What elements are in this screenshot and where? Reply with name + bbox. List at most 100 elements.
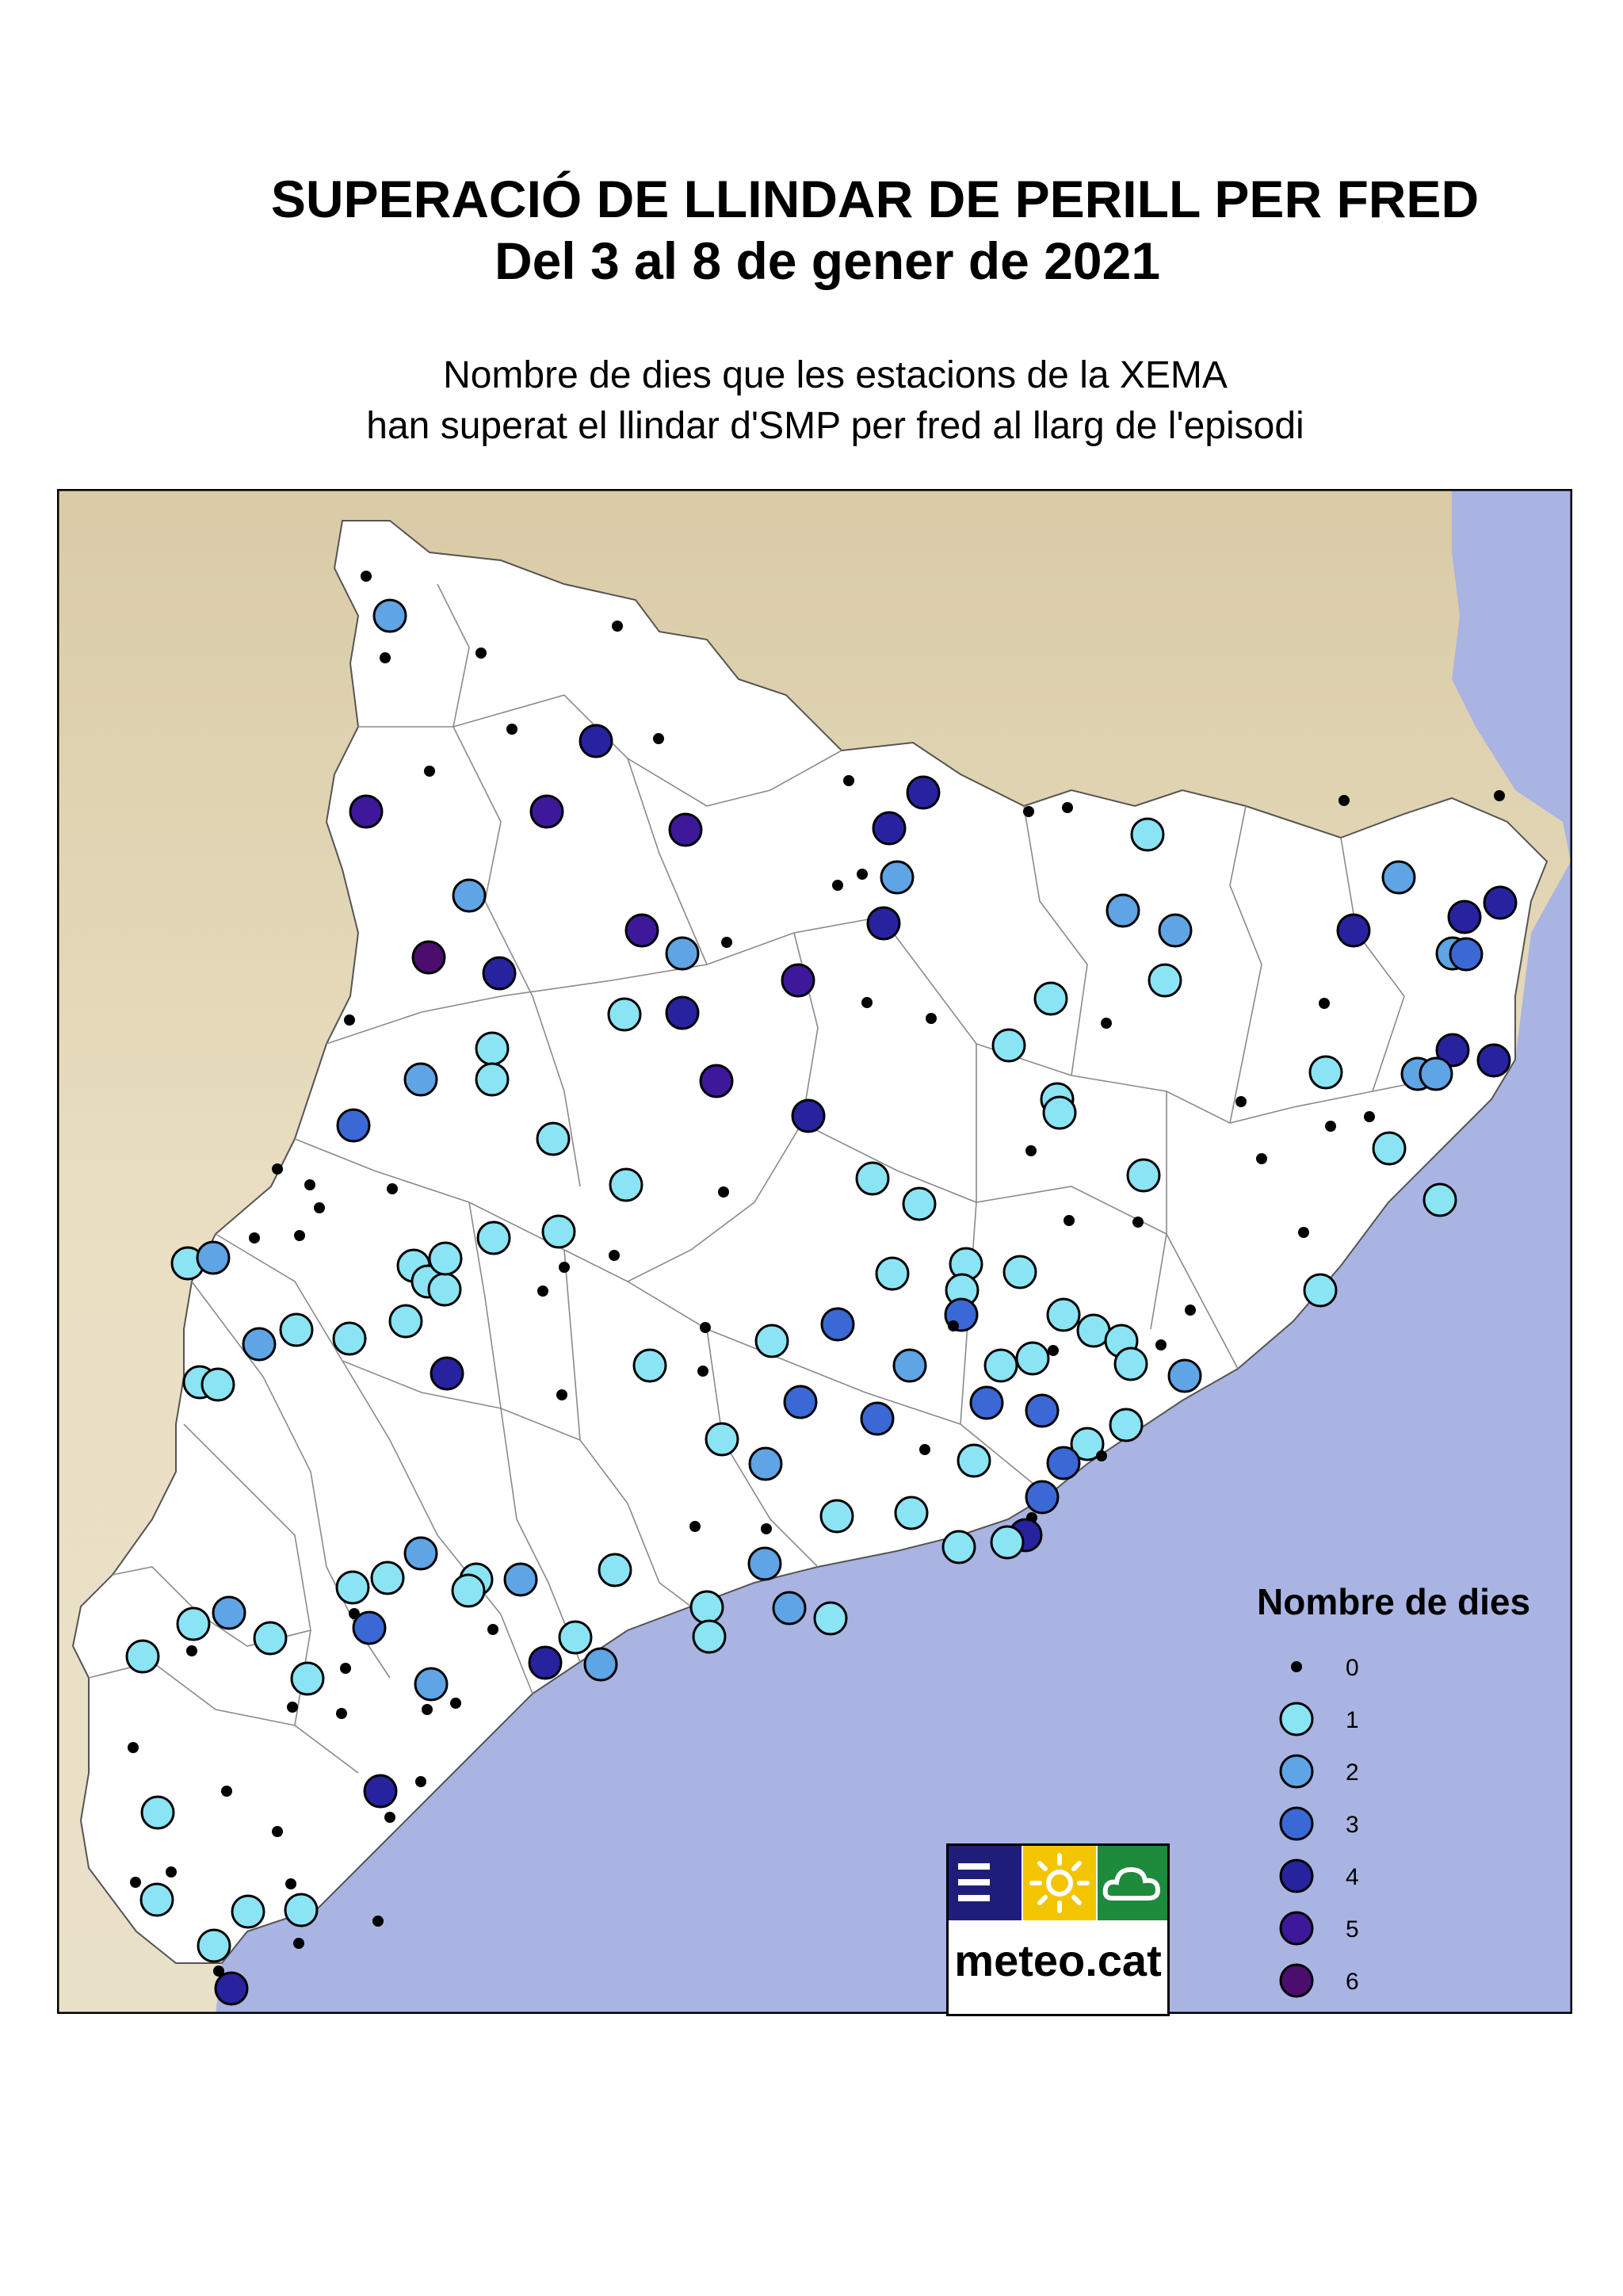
station-marker [1423, 1182, 1457, 1217]
station-marker [487, 1624, 498, 1635]
station-marker [1476, 1043, 1511, 1078]
station-marker [906, 775, 941, 810]
meteocat-logo: meteo.cat [946, 1843, 1170, 2016]
station-marker [294, 1230, 305, 1241]
station-marker [541, 1214, 576, 1249]
map-date-range: Del 3 al 8 de gener de 2021 [494, 231, 1161, 290]
station-marker [948, 1320, 959, 1331]
station-marker [990, 1525, 1025, 1560]
station-marker [166, 1866, 177, 1878]
station-marker [403, 1062, 438, 1097]
station-marker [529, 794, 564, 829]
station-marker [139, 1882, 174, 1917]
station-marker [1167, 1358, 1202, 1393]
station-marker [969, 1385, 1004, 1420]
station-markers [125, 571, 1518, 2006]
legend-symbol-4 [1279, 1859, 1314, 1893]
station-marker [380, 652, 391, 663]
station-marker [253, 1621, 288, 1656]
station-marker [186, 1645, 197, 1656]
station-marker [415, 1776, 426, 1787]
station-marker [537, 1286, 548, 1297]
station-marker [1381, 860, 1416, 895]
station-marker [125, 1639, 160, 1674]
station-marker [1372, 1131, 1407, 1166]
station-marker [1126, 1158, 1161, 1193]
station-marker [336, 1108, 371, 1143]
station-marker [475, 1062, 510, 1097]
station-marker [772, 1591, 807, 1626]
station-marker [279, 1312, 314, 1347]
station-marker [361, 571, 372, 582]
station-marker [370, 1561, 405, 1595]
station-marker [991, 1028, 1026, 1063]
station-marker [221, 1786, 232, 1797]
station-marker [242, 1327, 277, 1362]
station-marker [1449, 937, 1484, 972]
station-marker [422, 1704, 433, 1715]
station-marker [1132, 1217, 1144, 1228]
station-marker [452, 878, 487, 913]
station-marker [665, 936, 700, 971]
legend-symbol-3 [1279, 1806, 1314, 1841]
map-subtitle-line1: Nombre de dies que les estacions de la X… [443, 354, 1228, 396]
station-marker [843, 775, 854, 786]
station-marker [428, 1241, 463, 1276]
station-marker [700, 1322, 711, 1333]
station-marker [699, 1064, 734, 1098]
station-marker [813, 1601, 848, 1636]
station-marker [403, 1536, 438, 1571]
station-marker [609, 1167, 643, 1202]
station-marker [781, 963, 815, 998]
station-marker [475, 648, 487, 659]
mediterranean-sea [216, 489, 1572, 2014]
station-marker [902, 1186, 937, 1221]
station-marker [1336, 913, 1371, 948]
menu-lines-icon [949, 1846, 1022, 1920]
station-marker [983, 1348, 1018, 1383]
station-marker [293, 1938, 304, 1949]
station-marker [609, 1250, 620, 1261]
station-marker [130, 1877, 141, 1888]
station-marker [388, 1304, 423, 1339]
legend-label-1: 1 [1346, 1707, 1359, 1733]
station-marker [1447, 900, 1482, 934]
station-marker [556, 1389, 567, 1400]
station-marker [1308, 1055, 1343, 1090]
station-marker [424, 766, 435, 777]
legend-label-6: 6 [1346, 1969, 1359, 1995]
station-marker [450, 1698, 461, 1709]
station-marker [352, 1610, 387, 1645]
station-marker [607, 997, 642, 1032]
station-marker [559, 1262, 570, 1273]
station-marker [506, 724, 517, 735]
map-frame [57, 489, 1572, 2014]
station-marker [475, 1031, 510, 1066]
station-marker [411, 940, 446, 975]
station-marker [340, 1663, 351, 1674]
station-marker [1042, 1095, 1077, 1130]
station-marker [536, 1121, 571, 1156]
station-marker [1064, 1215, 1075, 1226]
station-marker [941, 1530, 976, 1564]
station-marker [212, 1595, 246, 1630]
station-marker [1483, 885, 1518, 920]
station-marker [689, 1521, 701, 1532]
station-marker [1023, 806, 1034, 817]
station-marker [1025, 1480, 1060, 1515]
station-marker [528, 1645, 563, 1680]
station-marker [1048, 1345, 1059, 1356]
station-marker [336, 1708, 347, 1719]
station-marker [665, 995, 700, 1030]
station-marker [332, 1321, 367, 1356]
station-marker [612, 621, 623, 632]
station-marker [1419, 1056, 1453, 1091]
station-marker [1033, 981, 1068, 1016]
station-marker [721, 937, 732, 948]
map-legend: Nombre de dies 0 1 2 3 4 5 6 [1257, 1581, 1530, 1998]
station-marker [598, 1553, 632, 1587]
station-marker [1046, 1446, 1081, 1480]
station-marker [1062, 802, 1073, 813]
station-marker [287, 1702, 298, 1713]
station-marker [344, 1014, 355, 1026]
